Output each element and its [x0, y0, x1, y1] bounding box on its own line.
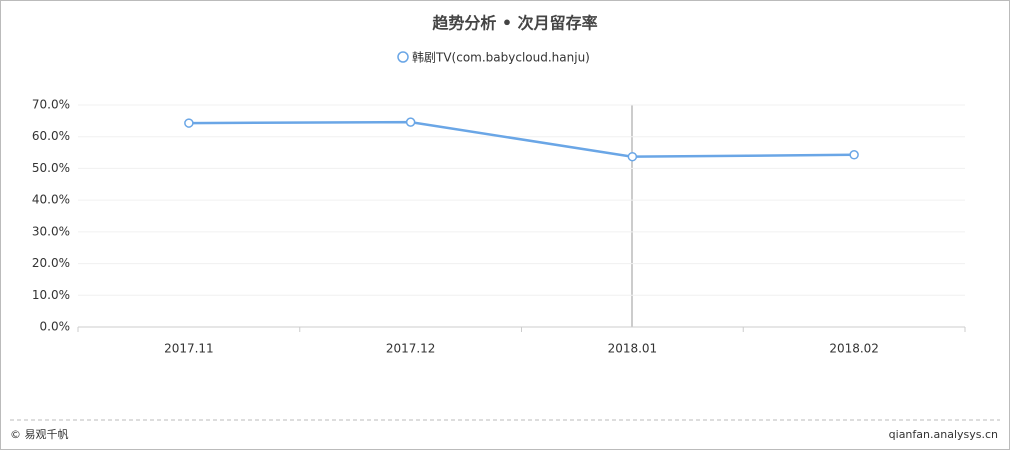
point [627, 151, 638, 162]
footer-left: © 易观千帆 [10, 427, 69, 441]
chart-title: 趋势分析 • 次月留存率 [432, 14, 597, 33]
y-tick-label: 60.0% [32, 129, 70, 143]
line [188, 120, 855, 158]
y-tick-label: 40.0% [32, 193, 70, 207]
x-tick-label: 2017.11 [164, 342, 214, 356]
y-tick-label: 70.0% [32, 98, 70, 112]
point [405, 117, 416, 127]
y-tick-label: 50.0% [32, 161, 70, 175]
footer-right: qianfan.analysys.cn [889, 428, 998, 441]
y-tick-label: 0.0% [40, 320, 71, 334]
legend-label: 韩剧TV(com.babycloud.hanju) [412, 50, 590, 65]
point [849, 150, 859, 160]
point [184, 118, 194, 128]
x-tick-label: 2018.01 [608, 342, 658, 356]
y-tick-label: 30.0% [32, 224, 70, 238]
y-tick-label: 20.0% [32, 256, 70, 270]
x-tick-label: 2017.12 [386, 342, 436, 356]
legend-marker [397, 51, 409, 63]
y-tick-label: 10.0% [32, 288, 70, 302]
x-tick-label: 2018.02 [829, 342, 879, 356]
